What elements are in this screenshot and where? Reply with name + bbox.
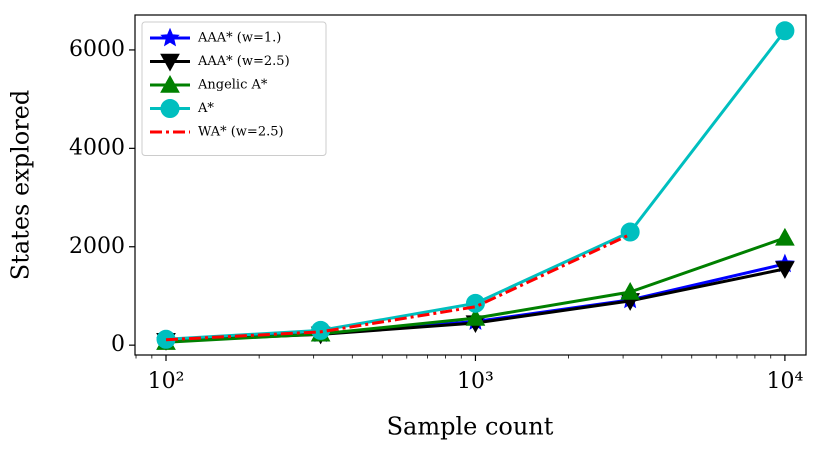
x-tick-label: 10⁴ xyxy=(766,369,803,394)
data-point xyxy=(775,261,795,279)
legend-label: AAA* (w=2.5) xyxy=(197,54,290,69)
data-point xyxy=(775,21,795,41)
legend-label: A* xyxy=(197,101,214,116)
x-axis-label: Sample count xyxy=(387,413,554,441)
x-tick-label: 10² xyxy=(148,369,185,394)
legend-label: Angelic A* xyxy=(197,78,268,93)
data-point xyxy=(775,227,795,246)
data-point xyxy=(465,293,485,313)
x-tick-label: 10³ xyxy=(457,369,494,394)
legend-label: WA* (w=2.5) xyxy=(198,125,284,140)
data-point xyxy=(620,281,641,300)
y-tick-label: 2000 xyxy=(69,234,125,259)
series-line xyxy=(165,233,631,342)
y-tick-label: 4000 xyxy=(69,135,125,160)
y-tick-label: 6000 xyxy=(69,37,125,62)
data-point xyxy=(465,308,486,326)
legend-marker xyxy=(160,53,180,72)
legend-marker xyxy=(160,27,180,47)
legend-label: AAA* (w=1.) xyxy=(197,31,281,46)
legend-marker xyxy=(160,74,180,93)
plot-frame xyxy=(134,14,807,356)
legend-box xyxy=(141,21,327,156)
data-point xyxy=(620,222,640,242)
y-axis-label: States explored xyxy=(7,90,35,280)
legend-marker xyxy=(160,99,180,118)
y-tick-label: 0 xyxy=(111,332,125,357)
